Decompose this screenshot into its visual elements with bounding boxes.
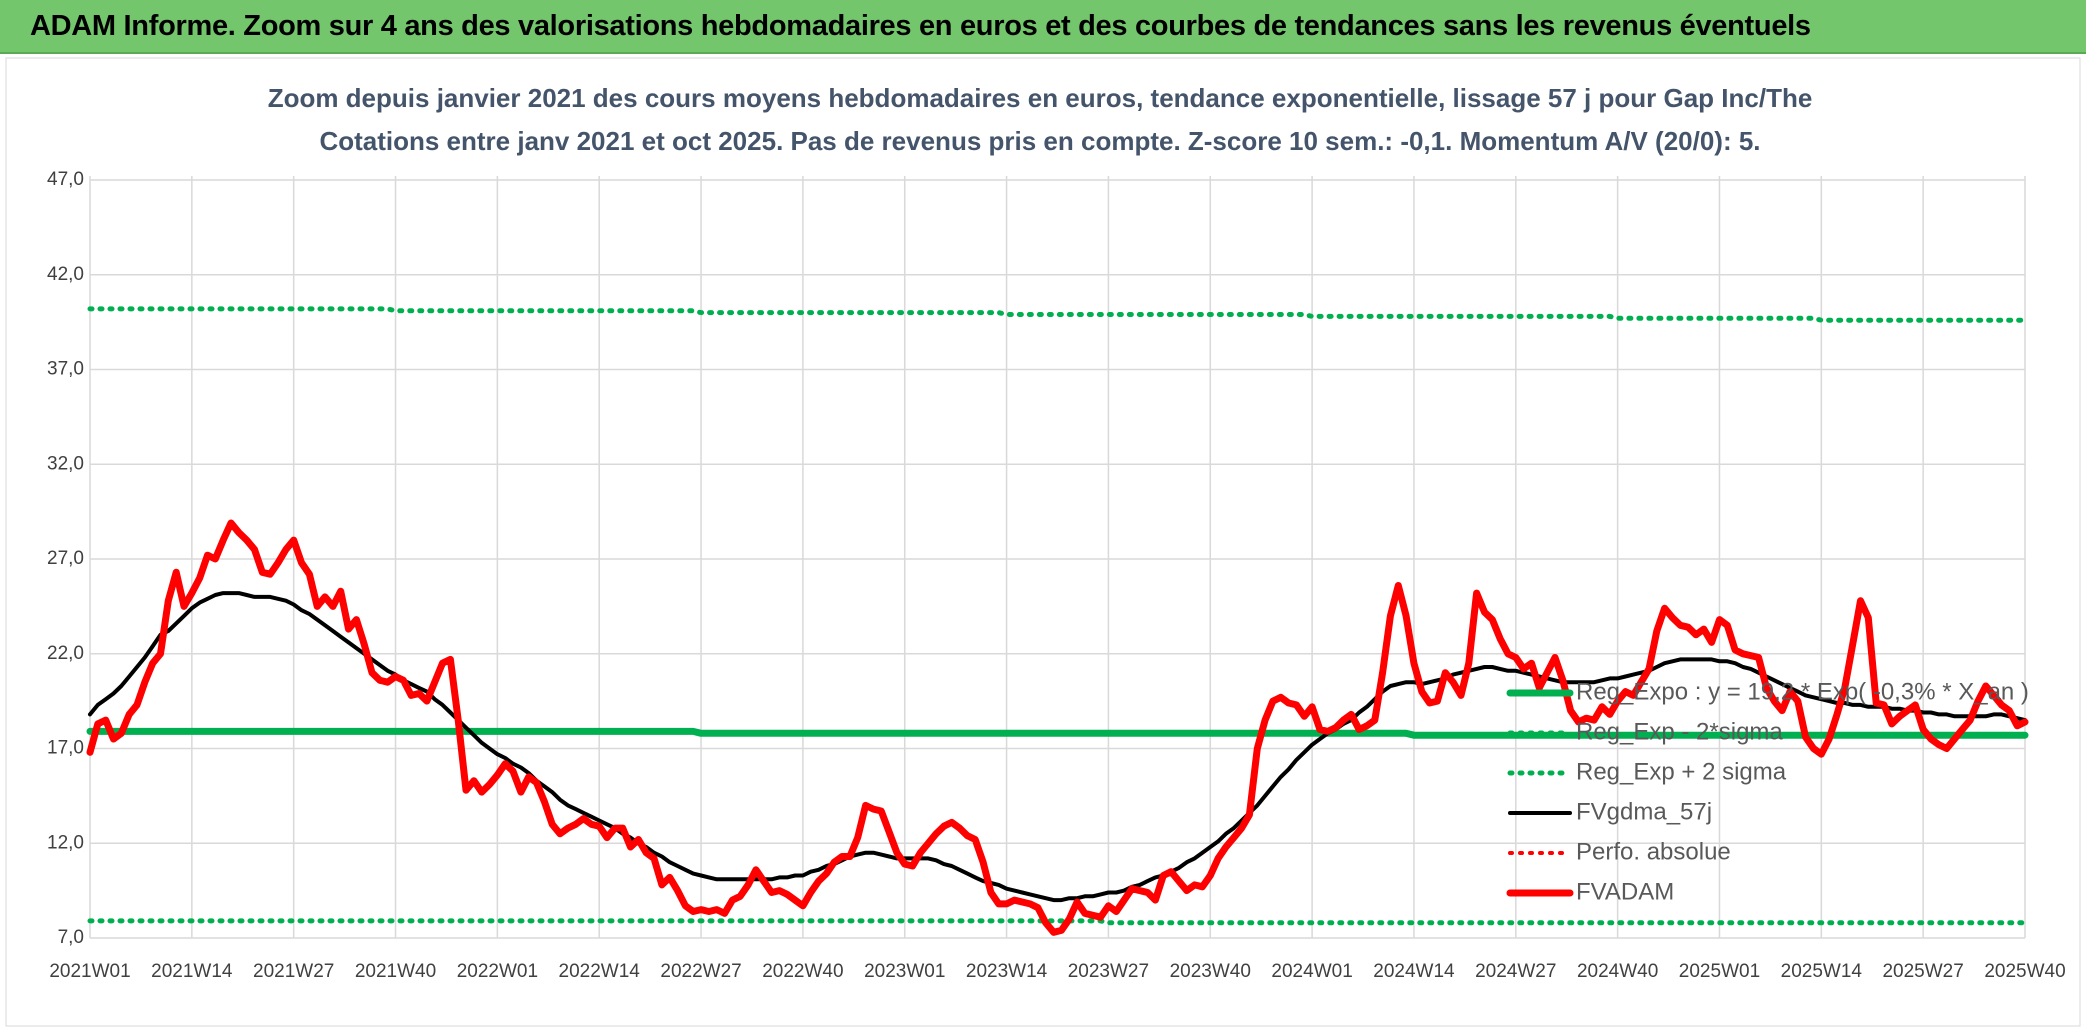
- chart: Zoom depuis janvier 2021 des cours moyen…: [5, 57, 2081, 1027]
- x-tick-label: 2024W14: [1373, 961, 1455, 982]
- legend-label: FVADAM: [1576, 878, 1674, 905]
- x-tick-label: 2022W14: [559, 961, 641, 982]
- x-tick-label: 2021W14: [151, 961, 233, 982]
- chart-title: Zoom depuis janvier 2021 des cours moyen…: [268, 83, 1813, 113]
- x-tick-label: 2025W40: [1984, 961, 2065, 982]
- x-tick-label: 2021W01: [49, 961, 130, 982]
- y-tick-label: 37,0: [47, 359, 84, 380]
- series-line: [87, 918, 2028, 926]
- header-title: ADAM Informe. Zoom sur 4 ans des valoris…: [30, 10, 1811, 42]
- chart-border: [5, 57, 2081, 1027]
- x-tick-label: 2024W27: [1475, 961, 1556, 982]
- y-tick-label: 27,0: [47, 548, 84, 569]
- y-tick-label: 7,0: [58, 927, 84, 948]
- x-tick-label: 2025W14: [1781, 961, 1863, 982]
- y-tick-label: 47,0: [47, 169, 84, 190]
- header-bar: ADAM Informe. Zoom sur 4 ans des valoris…: [0, 0, 2086, 54]
- x-tick-label: 2023W14: [966, 961, 1048, 982]
- x-tick-label: 2025W01: [1679, 961, 1760, 982]
- x-tick-label: 2021W27: [253, 961, 334, 982]
- y-tick-label: 12,0: [47, 832, 84, 853]
- legend-label: Reg_Exp + 2 sigma: [1576, 758, 1787, 785]
- series-line: [86, 519, 2029, 936]
- y-tick-label: 22,0: [47, 643, 84, 664]
- series-line: [88, 591, 2027, 903]
- x-tick-label: 2022W40: [762, 961, 843, 982]
- x-tick-label: 2023W01: [864, 961, 945, 982]
- legend-label: FVgdma_57j: [1576, 798, 1712, 825]
- x-tick-label: 2022W27: [660, 961, 741, 982]
- x-tick-label: 2023W27: [1068, 961, 1149, 982]
- x-tick-label: 2023W40: [1170, 961, 1251, 982]
- y-tick-label: 17,0: [47, 738, 84, 759]
- x-tick-label: 2021W40: [355, 961, 436, 982]
- chart-subtitle: Cotations entre janv 2021 et oct 2025. P…: [319, 126, 1760, 156]
- legend-label: Reg_Expo : y = 19,2 * Exp( -0,3% * X_an …: [1576, 678, 2029, 705]
- x-tick-label: 2024W01: [1271, 961, 1352, 982]
- x-tick-label: 2024W40: [1577, 961, 1658, 982]
- y-tick-label: 32,0: [47, 453, 84, 474]
- legend-label: Perfo. absolue: [1576, 838, 1731, 865]
- series-line: [86, 727, 2029, 739]
- x-tick-label: 2025W27: [1882, 961, 1963, 982]
- legend-label: Reg_Exp - 2*sigma: [1576, 718, 1783, 745]
- x-tick-label: 2022W01: [457, 961, 538, 982]
- y-tick-label: 42,0: [47, 264, 84, 285]
- series-line: [87, 306, 2028, 323]
